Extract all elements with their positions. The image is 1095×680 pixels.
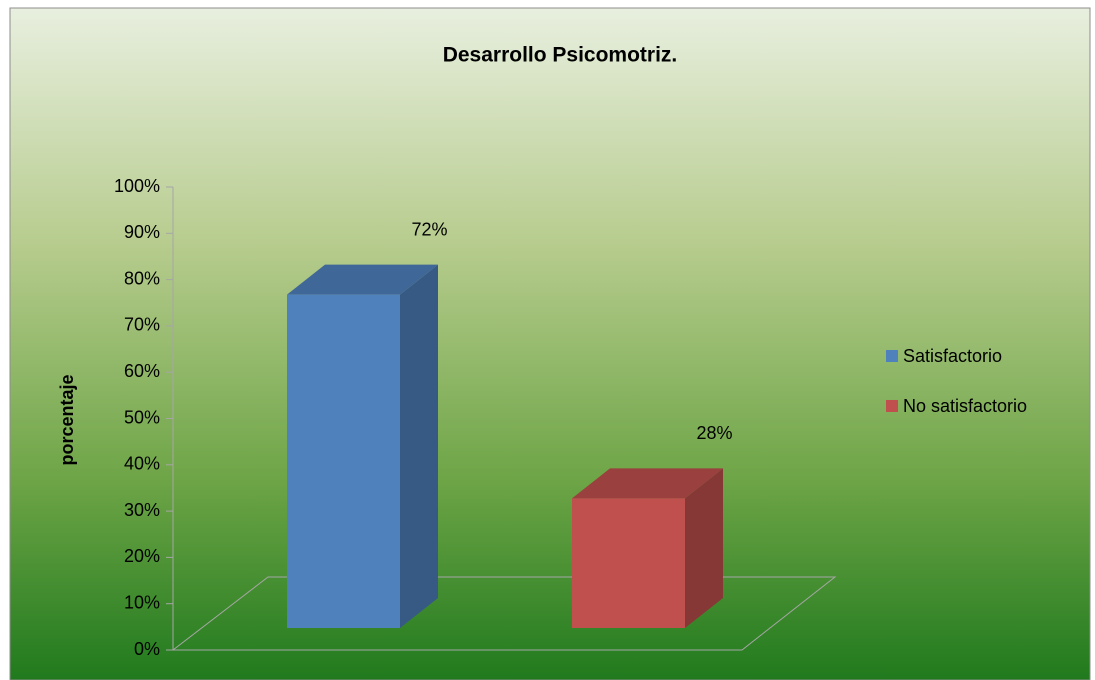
y-tick-label: 70% [124, 315, 160, 335]
legend-label: Satisfactorio [903, 346, 1002, 366]
legend-label: No satisfactorio [903, 396, 1027, 416]
bar-side [400, 264, 438, 628]
y-tick-label: 40% [124, 454, 160, 474]
y-tick-label: 20% [124, 546, 160, 566]
y-tick-label: 30% [124, 500, 160, 520]
y-tick-label: 100% [114, 176, 160, 196]
y-tick-label: 50% [124, 407, 160, 427]
floor [171, 576, 837, 651]
bar [572, 498, 685, 628]
y-tick-label: 0% [134, 639, 160, 659]
y-tick-label: 80% [124, 268, 160, 288]
chart-title: Desarrollo Psicomotriz. [443, 44, 678, 67]
y-tick-label: 10% [124, 592, 160, 612]
legend-swatch [886, 350, 898, 362]
legend-swatch [886, 400, 898, 412]
data-label: 72% [411, 219, 447, 239]
data-label: 28% [696, 423, 732, 443]
chart-background [9, 7, 1091, 680]
bar-side [685, 468, 723, 628]
bar [287, 294, 400, 628]
y-axis-title: porcentaje [57, 374, 77, 465]
y-tick-label: 90% [124, 222, 160, 242]
y-tick-label: 60% [124, 361, 160, 381]
bar-top [572, 468, 723, 499]
bar-top [287, 264, 438, 295]
